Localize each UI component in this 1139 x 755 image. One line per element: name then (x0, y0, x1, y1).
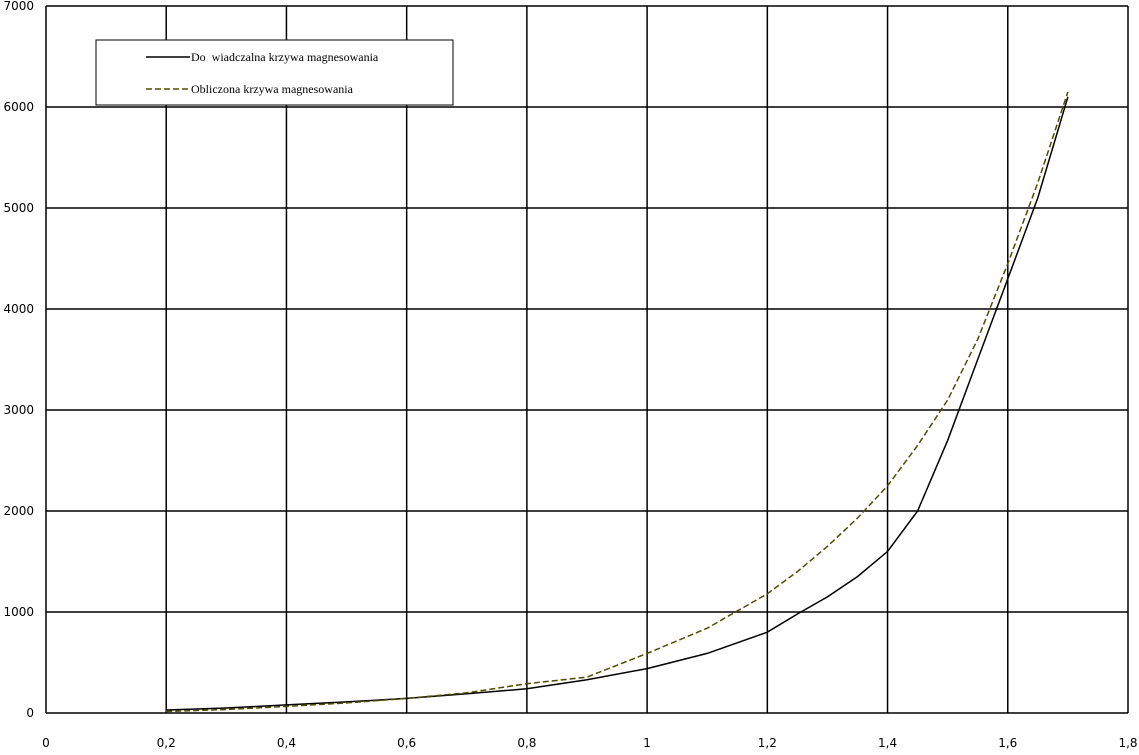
y-tick-label: 0 (26, 706, 34, 720)
y-tick-label: 7000 (3, 0, 34, 13)
y-tick-label: 3000 (3, 403, 34, 417)
x-tick-label: 1,4 (878, 736, 897, 750)
legend-label: Obliczona krzywa magnesowania (191, 82, 354, 96)
x-tick-label: 1,8 (1118, 736, 1137, 750)
x-tick-label: 0,8 (517, 736, 536, 750)
legend-box (95, 39, 454, 106)
y-tick-label: 2000 (3, 504, 34, 518)
y-tick-label: 6000 (3, 100, 34, 114)
y-tick-label: 1000 (3, 605, 34, 619)
x-tick-label: 1,6 (998, 736, 1017, 750)
y-tick-label: 4000 (3, 302, 34, 316)
x-tick-label: 1 (643, 736, 651, 750)
plot (166, 91, 1069, 713)
x-tick-label: 0 (42, 736, 50, 750)
x-tick-label: 0,6 (397, 736, 416, 750)
grid (45, 5, 1129, 714)
series-line (166, 91, 1069, 713)
y-tick-label: 5000 (3, 201, 34, 215)
x-tick-label: 0,2 (157, 736, 176, 750)
x-tick-label: 1,2 (758, 736, 777, 750)
series-line (166, 96, 1069, 711)
x-tick-label: 0,4 (277, 736, 296, 750)
legend-label: Do wiadczalna krzywa magnesowania (191, 50, 379, 64)
